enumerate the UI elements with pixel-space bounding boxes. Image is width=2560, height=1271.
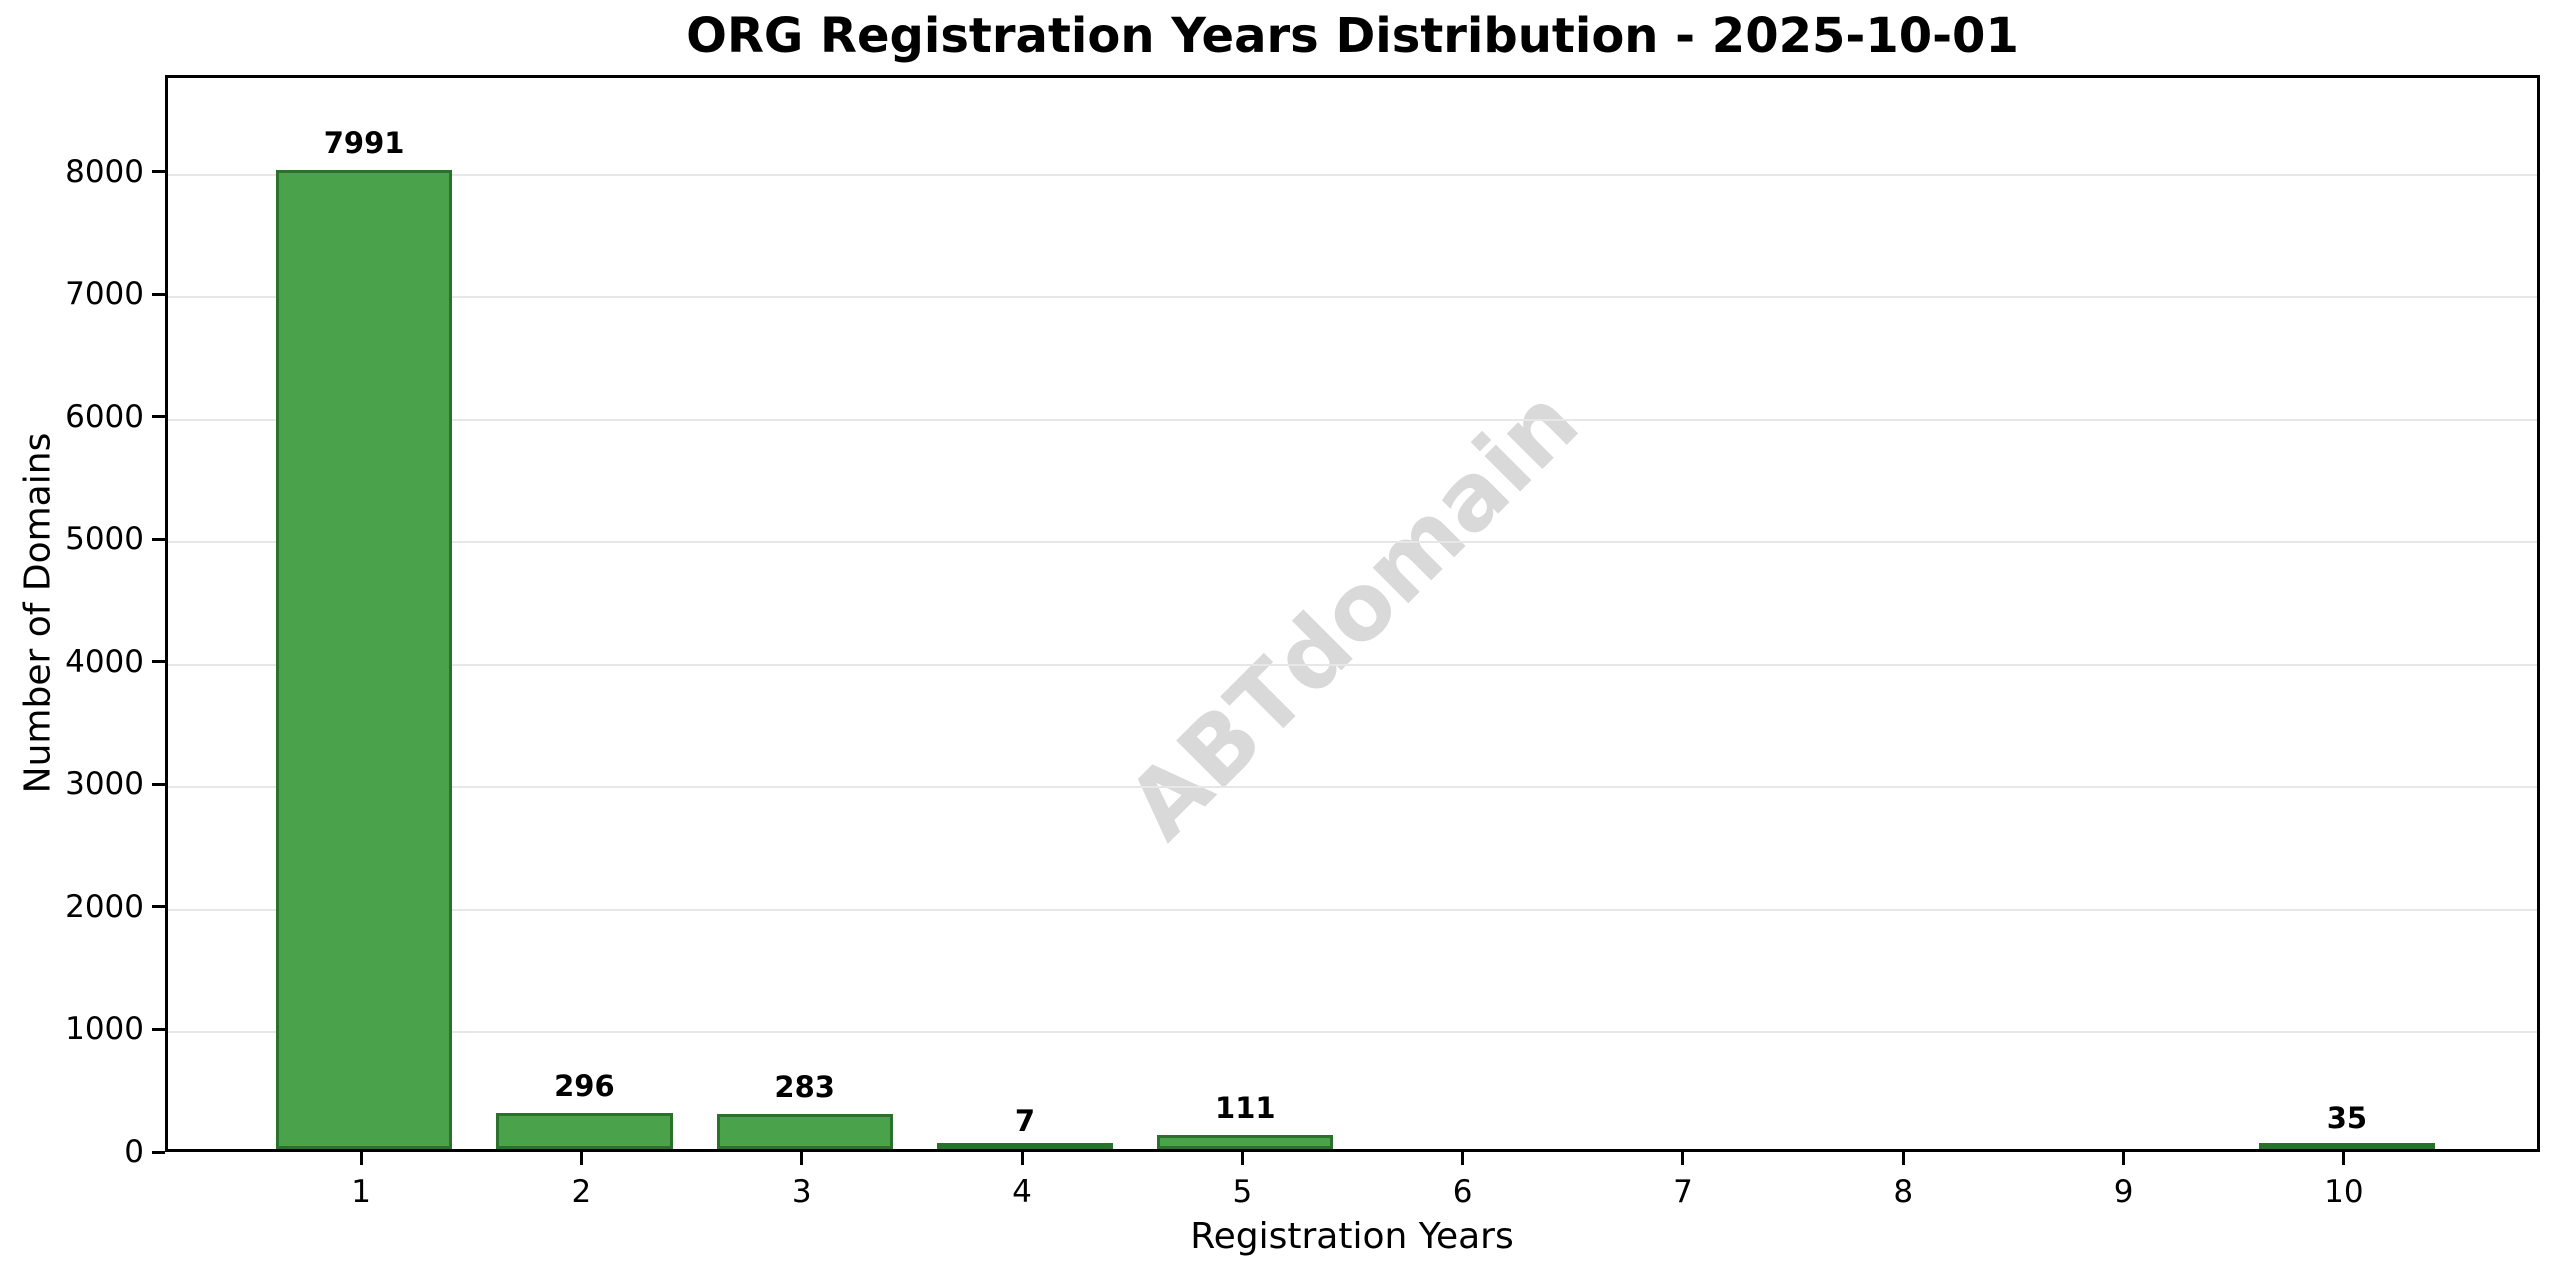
- x-axis-tick: [1901, 1152, 1905, 1165]
- y-tick-label: 6000: [65, 398, 144, 435]
- x-axis-tick: [579, 1152, 583, 1165]
- x-axis-tick: [1681, 1152, 1685, 1165]
- bar: [275, 170, 453, 1149]
- bar: [2258, 1143, 2436, 1149]
- y-axis-tick: [152, 170, 165, 174]
- y-tick-label: 2000: [65, 888, 144, 925]
- x-axis-tick: [1461, 1152, 1465, 1165]
- y-axis-label: Number of Domains: [17, 432, 59, 794]
- chart-title: ORG Registration Years Distribution - 20…: [686, 8, 2019, 64]
- y-axis-tick: [152, 1027, 165, 1031]
- x-axis-tick: [1240, 1152, 1244, 1165]
- x-tick-label: 4: [1012, 1174, 1032, 1210]
- y-tick-label: 8000: [65, 153, 144, 190]
- y-tick-label: 4000: [65, 643, 144, 680]
- bar-value-label: 296: [554, 1069, 615, 1103]
- x-tick-label: 7: [1673, 1174, 1693, 1210]
- x-tick-label: 8: [1893, 1174, 1914, 1210]
- x-axis-tick: [800, 1152, 804, 1165]
- y-tick-label: 1000: [65, 1011, 144, 1048]
- gridline: [168, 296, 2537, 299]
- bar: [716, 1114, 893, 1149]
- y-axis-tick: [152, 537, 165, 541]
- gridline: [168, 418, 2537, 421]
- gridline: [168, 908, 2537, 911]
- y-tick-label: 0: [124, 1134, 144, 1170]
- y-axis-tick: [152, 415, 165, 419]
- bar-value-label: 111: [1215, 1091, 1276, 1125]
- x-tick-label: 3: [791, 1174, 812, 1210]
- y-tick-label: 3000: [65, 766, 144, 803]
- bar: [1157, 1135, 1334, 1149]
- y-tick-label: 7000: [65, 276, 144, 313]
- bar: [496, 1113, 673, 1149]
- plot-area: ABTdomain 7991 296 283 7 111 35: [165, 75, 2540, 1152]
- x-tick-label: 9: [2113, 1174, 2134, 1210]
- bar-value-label: 283: [774, 1070, 835, 1104]
- y-axis-tick: [152, 905, 165, 909]
- gridline: [168, 786, 2537, 789]
- bar-value-label: 35: [2326, 1101, 2368, 1135]
- x-axis-tick: [359, 1152, 363, 1165]
- x-axis-label: Registration Years: [1190, 1216, 1514, 1257]
- y-axis-tick: [152, 660, 165, 664]
- y-axis-tick: [152, 1150, 165, 1154]
- x-tick-label: 1: [351, 1174, 371, 1210]
- gridline: [168, 1031, 2537, 1034]
- x-tick-label: 6: [1452, 1174, 1473, 1210]
- x-axis-tick: [2342, 1152, 2346, 1165]
- x-tick-label: 2: [571, 1174, 592, 1210]
- y-axis-tick: [152, 292, 165, 296]
- x-axis-tick: [2122, 1152, 2126, 1165]
- gridline: [168, 541, 2537, 544]
- x-tick-label: 5: [1232, 1174, 1253, 1210]
- gridline: [168, 173, 2537, 176]
- y-tick-label: 5000: [65, 521, 144, 558]
- y-axis-tick: [152, 782, 165, 786]
- gridline: [168, 663, 2537, 666]
- x-axis-tick: [1020, 1152, 1024, 1165]
- x-tick-label: 10: [2324, 1174, 2364, 1210]
- bar: [936, 1143, 1114, 1149]
- bar-value-label: 7991: [323, 126, 405, 160]
- bar-value-label: 7: [1014, 1104, 1036, 1138]
